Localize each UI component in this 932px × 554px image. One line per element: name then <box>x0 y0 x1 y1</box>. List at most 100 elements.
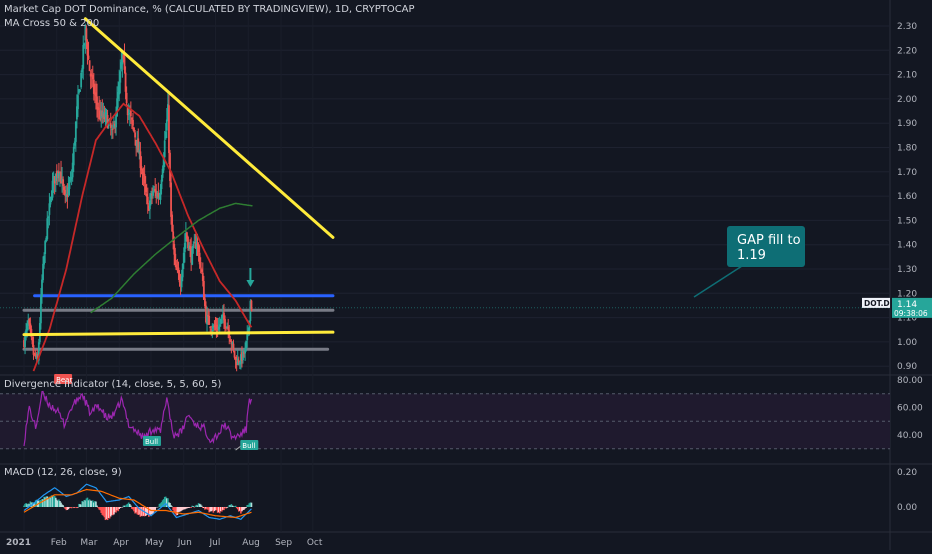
candle-body <box>164 131 167 139</box>
macd-histogram-bar <box>204 507 206 510</box>
candle-body <box>147 205 150 211</box>
macd-histogram-bar <box>64 507 67 509</box>
macd-histogram-bar <box>229 505 232 507</box>
macd-histogram-bar <box>50 495 53 507</box>
candle-body <box>51 180 54 198</box>
candle-body <box>97 107 99 110</box>
macd-histogram-bar <box>93 502 95 507</box>
macd-histogram-bar <box>158 503 161 507</box>
macd-histogram-bar <box>193 507 196 508</box>
candle-body <box>178 274 181 283</box>
macd-histogram-bar <box>247 504 250 507</box>
candle-body <box>95 92 97 97</box>
candle-body <box>181 263 184 278</box>
time-tick-label: Aug <box>242 538 260 548</box>
gap-fill-callout-text: 1.19 <box>737 248 766 263</box>
macd-histogram-bar <box>70 507 73 509</box>
macd-histogram-bar <box>149 507 151 516</box>
macd-histogram-bar <box>62 505 64 507</box>
candle-body <box>26 323 29 331</box>
candle-body <box>50 197 53 200</box>
macd-histogram-bar <box>117 507 119 512</box>
candle-body <box>160 179 163 190</box>
candles-layer <box>23 23 253 372</box>
candle-body <box>179 281 182 287</box>
macd-histogram-bar <box>88 499 91 507</box>
macd-histogram-bar <box>184 507 186 510</box>
candle-body <box>227 326 230 331</box>
macd-tick-label: 0.00 <box>897 503 917 513</box>
macd-histogram-bar <box>175 507 178 516</box>
divergence-tick-label: 80.00 <box>897 376 923 386</box>
macd-histogram-bar <box>135 507 137 513</box>
macd-histogram-bar <box>245 507 247 508</box>
macd-histogram-bar <box>167 498 169 507</box>
time-tick-label: Sep <box>275 538 292 548</box>
macd-histogram-bar <box>112 507 114 516</box>
macd-histogram-bar <box>76 507 78 509</box>
macd-histogram-bar <box>225 507 227 509</box>
macd-histogram-bar <box>148 507 150 517</box>
bull-tag-text: Bull <box>242 442 255 450</box>
candle-body <box>132 119 134 126</box>
macd-histogram-bar <box>233 506 236 507</box>
macd-histogram-bar <box>222 507 224 510</box>
macd-histogram-bar <box>120 507 123 508</box>
macd-histogram-bar <box>228 504 231 507</box>
candle-body <box>244 348 247 354</box>
divergence-tick-label: 60.00 <box>897 404 923 414</box>
macd-histogram-bar <box>166 498 168 507</box>
macd-histogram-bar <box>141 507 144 517</box>
macd-histogram-bar <box>191 505 194 507</box>
macd-histogram-bar <box>108 507 111 519</box>
macd-histogram-bar <box>133 507 135 512</box>
macd-histogram-bar <box>95 501 97 507</box>
time-tick-label: Apr <box>113 538 129 548</box>
candle-body <box>68 182 71 189</box>
candle-body <box>166 104 169 121</box>
macd-histogram-bar <box>104 507 107 521</box>
candle-body <box>118 82 121 95</box>
macd-histogram-bar <box>212 507 215 513</box>
moving-averages-layer <box>32 102 253 372</box>
candle-body <box>143 174 146 184</box>
candle-body <box>146 196 149 205</box>
price-tick-label: 2.20 <box>897 46 917 56</box>
candle-body <box>162 157 165 171</box>
candle-body <box>34 353 37 358</box>
candle-body <box>87 55 90 60</box>
candle-body <box>223 312 225 320</box>
divergence-panel <box>0 390 890 451</box>
candle-body <box>217 326 220 330</box>
candle-body <box>59 172 61 176</box>
macd-histogram-bar <box>235 507 238 509</box>
macd-histogram-bar <box>177 507 180 512</box>
candle-body <box>170 182 172 217</box>
macd-histogram-bar <box>48 496 51 507</box>
candle-body <box>104 112 107 118</box>
candle-body <box>199 262 202 268</box>
time-tick-label: Jun <box>177 538 192 548</box>
candle-body <box>234 356 237 361</box>
candle-body <box>151 193 153 196</box>
candle-body <box>245 340 248 349</box>
candle-body <box>120 62 123 69</box>
macd-histogram-bar <box>122 505 125 507</box>
candle-body <box>111 128 114 130</box>
macd-histogram-bar <box>126 503 129 507</box>
axis-layer: 2.30 2.20 2.10 2.00 1.90 1.80 1.70 1.60 1.50 1.40… <box>6 22 932 548</box>
macd-histogram-bar <box>80 504 82 507</box>
macd-histogram-bar <box>181 507 184 510</box>
macd-histogram-bar <box>137 507 140 515</box>
candle-body <box>49 196 52 205</box>
macd-histogram-bar <box>43 496 45 507</box>
macd-histogram-bar <box>98 507 100 510</box>
candle-body <box>74 121 77 142</box>
candle-body <box>110 128 113 130</box>
annotation-layer: GAP fill to1.19 Bear Bull Bull <box>54 226 805 450</box>
candle-body <box>224 318 226 327</box>
macd-histogram-bar <box>226 507 228 508</box>
candle-body <box>150 193 152 199</box>
